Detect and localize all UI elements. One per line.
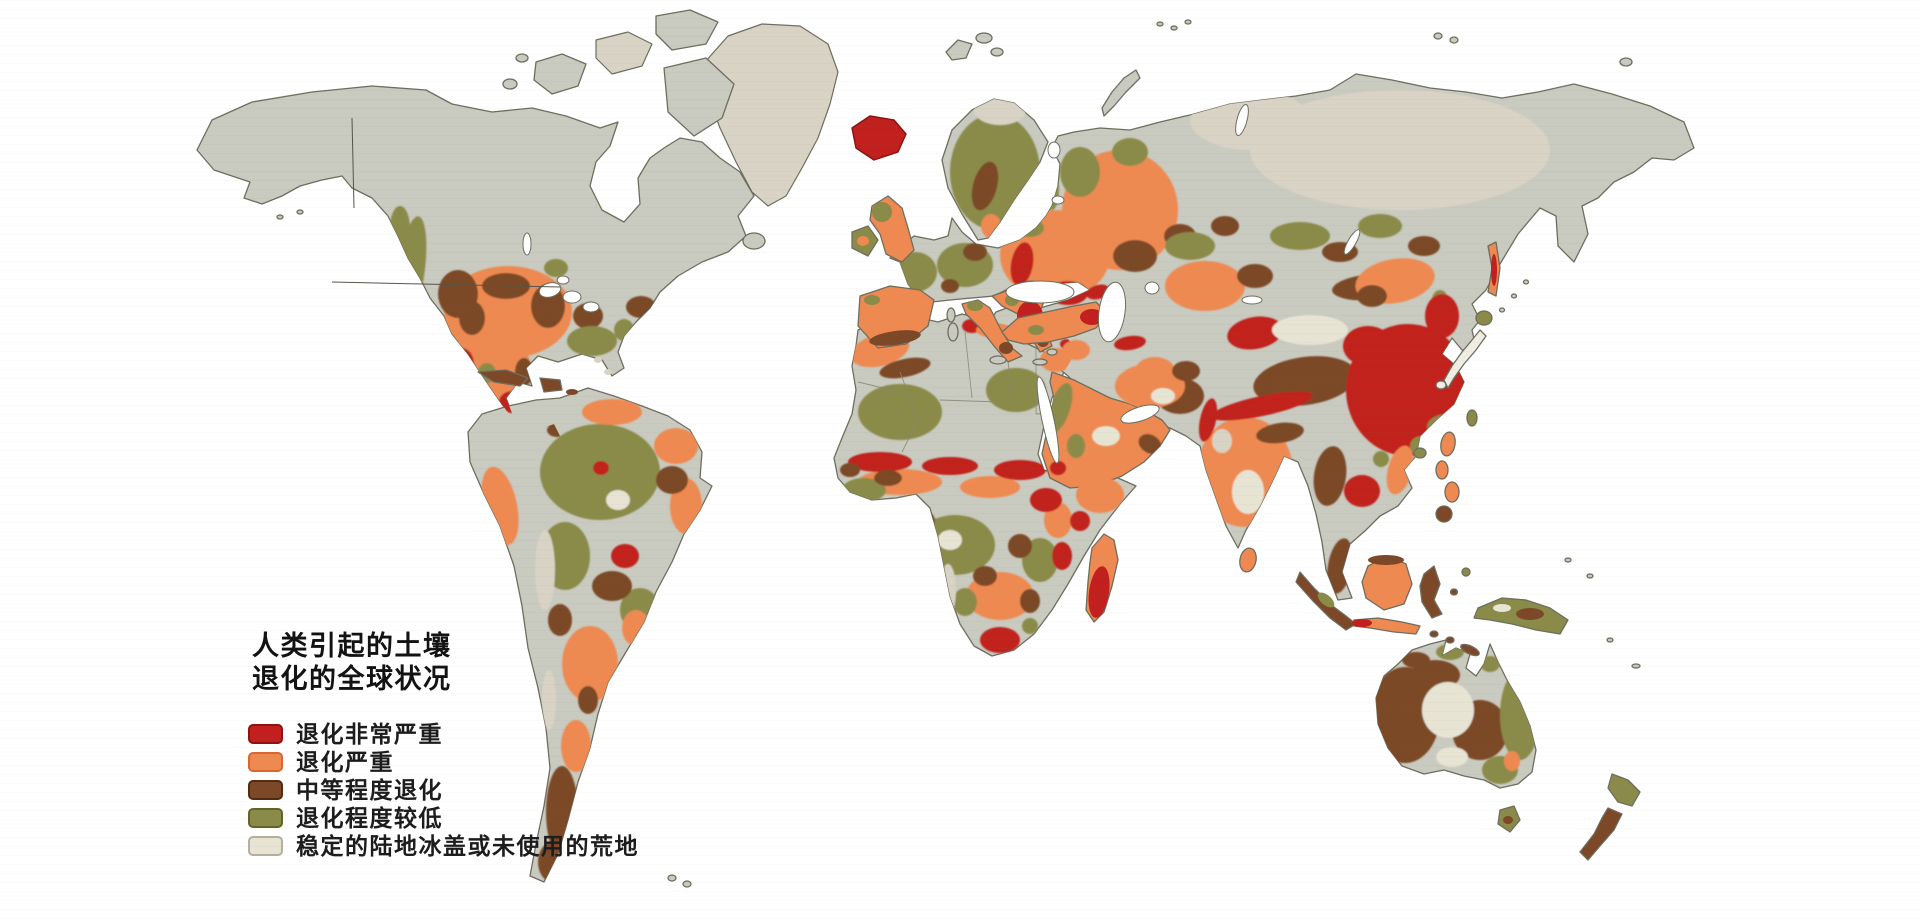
hainan [1413,447,1427,459]
sulawesi [1419,565,1443,619]
legend: 人类引起的土壤 退化的全球状况 退化非常严重 退化严重 中等程度退化 退化程度较… [248,630,639,864]
arabia-patches [1047,383,1162,475]
east-asia-islands [1239,241,1530,573]
lake-balkhash [1241,295,1263,305]
legend-item-stable: 稳定的陆地冰盖或未使用的荒地 [248,832,639,859]
caspian-sea [1097,281,1127,343]
japan [1443,329,1487,389]
alaska-border [351,117,355,209]
oceania-south [1497,773,1641,861]
legend-item-label: 退化非常严重 [296,720,443,747]
legend-swatch-low [248,808,283,828]
legend-title: 人类引起的土壤 退化的全球状况 [252,630,639,696]
red-sea [1036,376,1060,464]
legend-item-label: 稳定的陆地冰盖或未使用的荒地 [296,832,639,859]
iceland [851,115,907,161]
madagascar [1085,533,1119,623]
legend-swatch-moderate [248,780,283,800]
black-sea [1005,280,1075,304]
timor [1460,643,1480,657]
arctic-islands [276,9,1633,888]
south-america-patches [481,399,702,882]
sri-lanka [1239,547,1257,573]
legend-item-label: 中等程度退化 [296,776,443,803]
philippines [1440,431,1456,457]
lake-winnipeg [522,232,532,256]
taiwan [1466,409,1478,427]
legend-item-moderate: 中等程度退化 [248,776,639,803]
gulf-of-ob [1235,103,1249,137]
lake-ladoga [1051,195,1065,205]
greenland [704,23,839,207]
legend-title-line1: 人类引起的土壤 [252,631,452,661]
legend-swatch-stable [248,836,283,856]
legend-items: 退化非常严重 退化严重 中等程度退化 退化程度较低 稳定的陆地冰盖或未使用的荒地 [248,720,639,859]
us-canada-border [331,281,561,288]
new-zealand-north [1607,773,1641,807]
legend-swatch-severe [248,752,283,772]
persian-gulf [1120,404,1160,424]
white-sea [1047,141,1061,159]
africa-patches [840,319,1124,653]
legend-item-low: 退化程度较低 [248,804,639,831]
caribbean-islands [477,357,612,395]
new-zealand-south [1579,807,1623,861]
legend-title-line2: 退化的全球状况 [252,664,452,694]
indonesia-islands [1295,555,1641,669]
legend-swatch-very-severe [248,724,283,744]
legend-item-label: 退化严重 [296,748,394,775]
inland-seas [522,103,1361,464]
legend-item-severe: 退化严重 [248,748,639,775]
aral-sea [1144,281,1160,295]
europe-islands-and-peninsulas [851,195,1109,366]
lake-baikal [1343,229,1361,255]
legend-item-very-severe: 退化非常严重 [248,720,639,747]
legend-item-label: 退化程度较低 [296,804,443,831]
landmasses [196,23,1695,883]
